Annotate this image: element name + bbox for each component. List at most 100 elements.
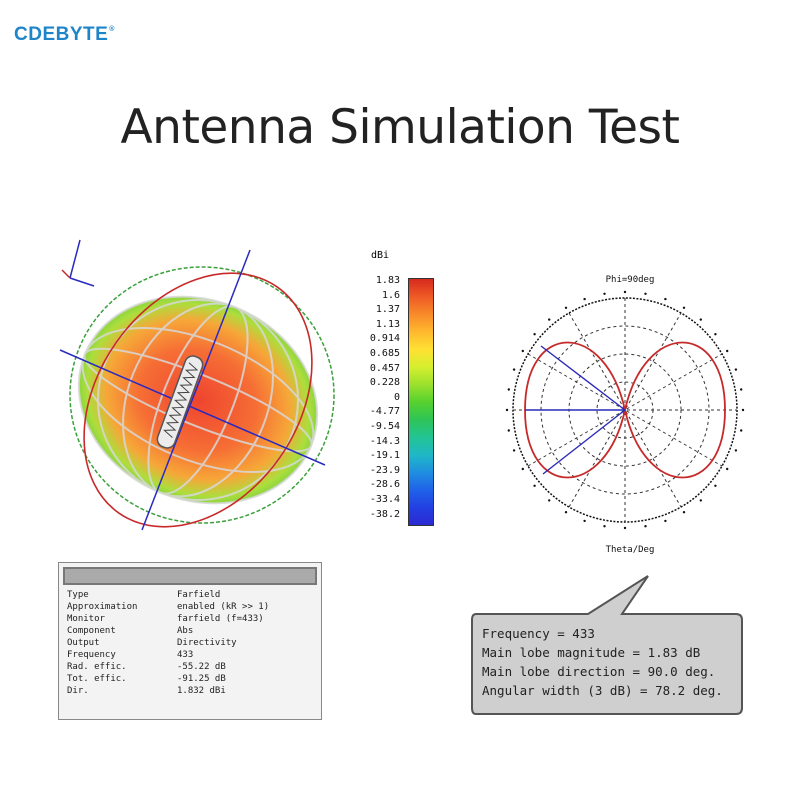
polar-tick bbox=[521, 349, 524, 353]
polar-bottom-label: Theta/Deg bbox=[606, 545, 655, 555]
beamwidth-line-lower bbox=[542, 409, 626, 475]
results-callout: Frequency = 433 Main lobe magnitude = 1.… bbox=[471, 575, 743, 715]
polar-plot: Phi=90deg Theta/Deg bbox=[505, 275, 745, 555]
polar-tick bbox=[564, 511, 568, 514]
property-key: Dir. bbox=[67, 686, 89, 696]
page-title: Antenna Simulation Test bbox=[120, 100, 680, 155]
colorbar-tick-label: -14.3 bbox=[369, 435, 400, 447]
lobe-body bbox=[78, 296, 318, 504]
polar-tick bbox=[740, 388, 743, 391]
polar-tick bbox=[623, 526, 627, 530]
polar-tick bbox=[644, 292, 647, 295]
properties-list: Type Farfield Approximation enabled (kR >> … bbox=[67, 589, 317, 697]
callout-line-2: Main lobe magnitude = 1.83 dB bbox=[482, 645, 700, 660]
beamwidth-line-upper bbox=[540, 345, 626, 411]
colorbar-tick-label: 0 bbox=[393, 391, 400, 403]
polar-tick bbox=[699, 318, 702, 321]
colorbar-tick-label: -19.1 bbox=[369, 450, 400, 462]
property-value: Farfield bbox=[177, 590, 221, 600]
polar-tick bbox=[583, 519, 586, 523]
mesh-lines bbox=[77, 295, 319, 505]
polar-tick bbox=[623, 290, 627, 294]
property-value: Directivity bbox=[177, 638, 237, 648]
property-row: Approximation enabled (kR >> 1) bbox=[67, 601, 317, 613]
callout-line-1: Frequency = 433 bbox=[482, 626, 595, 641]
property-value: 1.832 dBi bbox=[177, 686, 226, 696]
property-row: Dir. 1.832 dBi bbox=[67, 685, 317, 697]
property-row: Component Abs bbox=[67, 625, 317, 637]
polar-tick bbox=[533, 484, 536, 487]
polar-tick bbox=[682, 511, 686, 514]
property-row: Output Directivity bbox=[67, 637, 317, 649]
colorbar-tick-label: -28.6 bbox=[369, 479, 400, 491]
registered-mark: ® bbox=[109, 26, 115, 33]
colorbar-tick-label: -4.77 bbox=[369, 406, 400, 418]
brand-name: CDEBYTE bbox=[14, 24, 109, 45]
property-row: Tot. effic. -91.25 dB bbox=[67, 673, 317, 685]
colorbar-tick-label: 1.6 bbox=[381, 289, 400, 301]
polar-tick bbox=[583, 297, 586, 301]
colorbar-tick-label: 0.228 bbox=[369, 377, 400, 389]
polar-tick bbox=[664, 519, 667, 523]
properties-header-bar bbox=[63, 567, 317, 585]
polar-tick bbox=[734, 449, 738, 452]
property-row: Type Farfield bbox=[67, 589, 317, 601]
antenna-model bbox=[156, 355, 204, 449]
property-key: Approximation bbox=[67, 602, 138, 612]
polar-tick bbox=[726, 467, 729, 471]
polar-tick bbox=[603, 525, 606, 528]
colorbar-tick-label: -38.2 bbox=[369, 508, 400, 520]
callout-line-4: Angular width (3 dB) = 78.2 deg. bbox=[482, 683, 723, 698]
colorbar-tick-label: 1.83 bbox=[375, 275, 400, 286]
colorbar-tick-label: 0.457 bbox=[369, 362, 400, 374]
property-key: Frequency bbox=[67, 650, 116, 660]
polar-tick bbox=[548, 318, 551, 321]
polar-tick bbox=[741, 408, 745, 412]
polar-ticks bbox=[505, 290, 745, 530]
x-axis bbox=[59, 349, 326, 466]
property-value: Abs bbox=[177, 626, 194, 636]
polar-tick bbox=[740, 429, 743, 432]
property-row: Monitor farfield (f=433) bbox=[67, 613, 317, 625]
colorbar-tick-label: 1.13 bbox=[375, 318, 400, 330]
polar-tick bbox=[533, 333, 536, 336]
polar-tick bbox=[734, 368, 738, 371]
axis-triad-icon bbox=[61, 239, 95, 287]
property-key: Monitor bbox=[67, 614, 105, 624]
polar-tick bbox=[714, 484, 717, 487]
colorbar-tick-label: -23.9 bbox=[369, 464, 400, 476]
polar-tick bbox=[512, 449, 516, 452]
colorbar bbox=[408, 278, 434, 526]
polar-tick bbox=[664, 297, 667, 301]
polar-top-label: Phi=90deg bbox=[606, 275, 655, 285]
polar-tick bbox=[548, 499, 551, 502]
polar-tick bbox=[644, 525, 647, 528]
polar-tick bbox=[505, 408, 509, 412]
property-key: Output bbox=[67, 638, 100, 648]
polar-tick bbox=[603, 292, 606, 295]
polar-tick bbox=[507, 429, 510, 432]
colorbar-unit: dBi bbox=[371, 250, 390, 261]
colorbar-tick-label: 0.685 bbox=[369, 348, 400, 359]
pattern-outline bbox=[69, 266, 335, 524]
property-key: Rad. effic. bbox=[67, 662, 127, 672]
property-value: farfield (f=433) bbox=[177, 614, 264, 624]
polar-tick bbox=[682, 306, 686, 309]
polar-tick bbox=[726, 349, 729, 353]
polar-tick bbox=[714, 333, 717, 336]
property-key: Component bbox=[67, 626, 116, 636]
z-axis bbox=[141, 249, 251, 531]
property-value: 433 bbox=[177, 650, 194, 660]
colorbar-tick-label: -33.4 bbox=[369, 494, 400, 505]
brand-logo: CDEBYTE® bbox=[14, 24, 115, 46]
polar-tick bbox=[699, 499, 702, 502]
property-row: Rad. effic. -55.22 dB bbox=[67, 661, 317, 673]
property-value: enabled (kR >> 1) bbox=[177, 602, 270, 612]
callout-line-3: Main lobe direction = 90.0 deg. bbox=[482, 664, 715, 679]
properties-panel: Type Farfield Approximation enabled (kR >> … bbox=[58, 562, 322, 720]
property-key: Type bbox=[67, 590, 89, 600]
property-row: Frequency 433 bbox=[67, 649, 317, 661]
colorbar-tick-label: 0.914 bbox=[369, 333, 400, 345]
phi-cut-outline bbox=[83, 272, 313, 528]
property-value: -55.22 dB bbox=[177, 662, 226, 672]
